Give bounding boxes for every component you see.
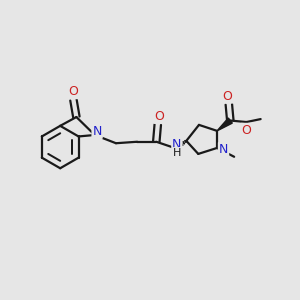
Polygon shape — [217, 118, 232, 131]
Text: O: O — [154, 110, 164, 123]
Text: O: O — [242, 124, 251, 137]
Text: O: O — [222, 90, 232, 103]
Text: N: N — [219, 143, 228, 156]
Text: O: O — [68, 85, 78, 98]
Text: N: N — [172, 138, 182, 151]
Text: N: N — [92, 125, 102, 138]
Text: H: H — [173, 148, 181, 158]
